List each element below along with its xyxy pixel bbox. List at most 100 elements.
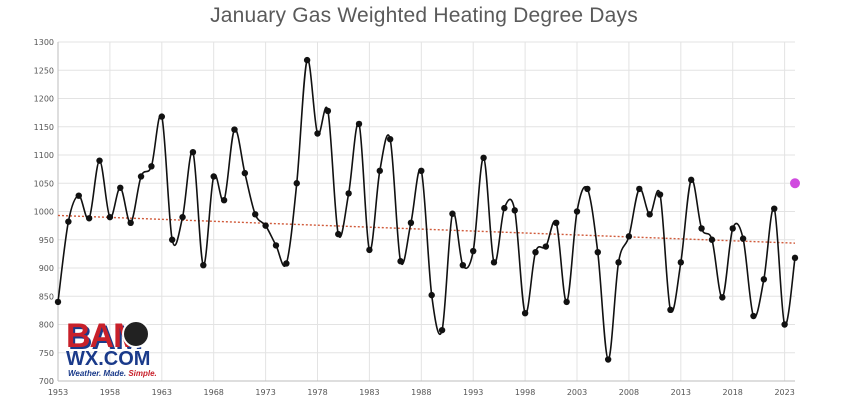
data-point	[708, 236, 716, 243]
y-tick-label: 1250	[34, 66, 54, 75]
data-point	[200, 261, 207, 269]
y-tick-label: 850	[39, 292, 54, 301]
data-point	[636, 185, 643, 193]
data-point	[407, 219, 415, 226]
data-point	[470, 247, 477, 255]
data-point	[241, 169, 249, 177]
data-point	[158, 113, 166, 120]
x-tick-label: 1958	[100, 388, 120, 397]
data-point	[355, 120, 363, 128]
data-points	[54, 56, 800, 363]
data-point	[625, 233, 633, 240]
logo-tagline-prefix: Weather. Made.	[68, 369, 129, 378]
gridlines	[57, 41, 795, 382]
data-point	[677, 259, 685, 266]
data-point	[490, 259, 498, 266]
x-tick-label: 1988	[411, 388, 431, 397]
y-tick-label: 700	[39, 377, 54, 386]
y-tick-label: 1300	[34, 38, 54, 47]
x-tick-label: 2013	[671, 388, 691, 397]
data-point	[386, 135, 394, 143]
data-point	[210, 173, 217, 180]
data-point	[189, 148, 197, 156]
logo-wind-mark-icon	[122, 320, 150, 348]
x-tick-label: 1953	[48, 388, 68, 397]
x-tick-label: 1993	[463, 388, 483, 397]
data-point	[521, 310, 529, 317]
data-point	[303, 56, 311, 64]
y-tick-label: 900	[39, 264, 54, 273]
data-point	[85, 215, 93, 222]
data-point	[739, 235, 747, 242]
data-point	[646, 211, 653, 218]
data-point	[168, 236, 176, 243]
series-line	[57, 59, 796, 361]
y-tick-label: 750	[39, 349, 54, 358]
data-point	[656, 191, 664, 198]
data-point	[615, 259, 622, 266]
highlight-point	[790, 178, 800, 189]
data-point	[511, 207, 518, 214]
data-point	[760, 276, 768, 283]
data-point	[376, 167, 383, 175]
logo-tagline-accent: Simple.	[128, 369, 157, 378]
x-tick-label: 1968	[204, 388, 224, 397]
data-point	[719, 294, 726, 301]
data-point	[563, 298, 570, 306]
data-point	[220, 197, 228, 204]
data-point	[293, 180, 300, 187]
axes	[57, 42, 795, 382]
data-point	[54, 298, 62, 306]
data-point	[324, 107, 332, 115]
data-point	[252, 211, 259, 218]
data-point	[283, 260, 290, 267]
data-point	[698, 225, 705, 232]
data-point	[438, 326, 446, 334]
data-point	[75, 192, 82, 199]
data-series	[57, 59, 796, 361]
data-point	[96, 157, 103, 164]
x-tick-label: 1978	[307, 388, 327, 397]
data-point	[750, 312, 757, 320]
data-point	[137, 173, 145, 180]
x-tick-label: 2008	[619, 388, 639, 397]
data-point	[532, 248, 539, 256]
y-tick-label: 1000	[34, 208, 54, 217]
data-point	[573, 208, 581, 215]
y-tick-label: 1200	[34, 95, 54, 104]
x-tick-label: 1998	[515, 388, 535, 397]
x-tick-label: 1963	[152, 388, 172, 397]
data-point	[366, 246, 373, 254]
logo-site: WX.COM	[66, 348, 151, 370]
data-point	[584, 185, 591, 193]
data-point	[262, 222, 269, 229]
y-tick-label: 1050	[34, 179, 54, 188]
data-point	[604, 356, 612, 363]
x-tick-label: 2018	[723, 388, 743, 397]
data-point	[553, 219, 560, 226]
y-tick-label: 950	[39, 236, 54, 245]
data-point	[791, 254, 799, 262]
y-tick-label: 1100	[34, 151, 54, 160]
data-point	[771, 205, 778, 212]
x-tick-label: 1973	[255, 388, 275, 397]
data-point	[148, 163, 155, 170]
data-point	[594, 248, 601, 256]
data-point	[687, 176, 695, 184]
data-point	[314, 130, 321, 137]
x-tick-label: 2023	[774, 388, 794, 397]
data-point	[335, 230, 342, 238]
data-point	[418, 167, 425, 175]
data-point	[480, 154, 487, 162]
logo-tagline: Weather. Made. Simple.	[68, 369, 157, 378]
data-point	[231, 126, 238, 133]
data-point	[667, 306, 674, 314]
data-point	[449, 210, 456, 217]
data-point	[272, 242, 280, 249]
x-tick-label: 2003	[567, 388, 587, 397]
data-point	[345, 190, 352, 197]
data-point	[106, 213, 114, 221]
y-axis-ticks: 700 750 800 850 900 950 1000 1050 1100 1150 1200 12…	[34, 38, 54, 386]
y-tick-label: 800	[39, 321, 54, 330]
